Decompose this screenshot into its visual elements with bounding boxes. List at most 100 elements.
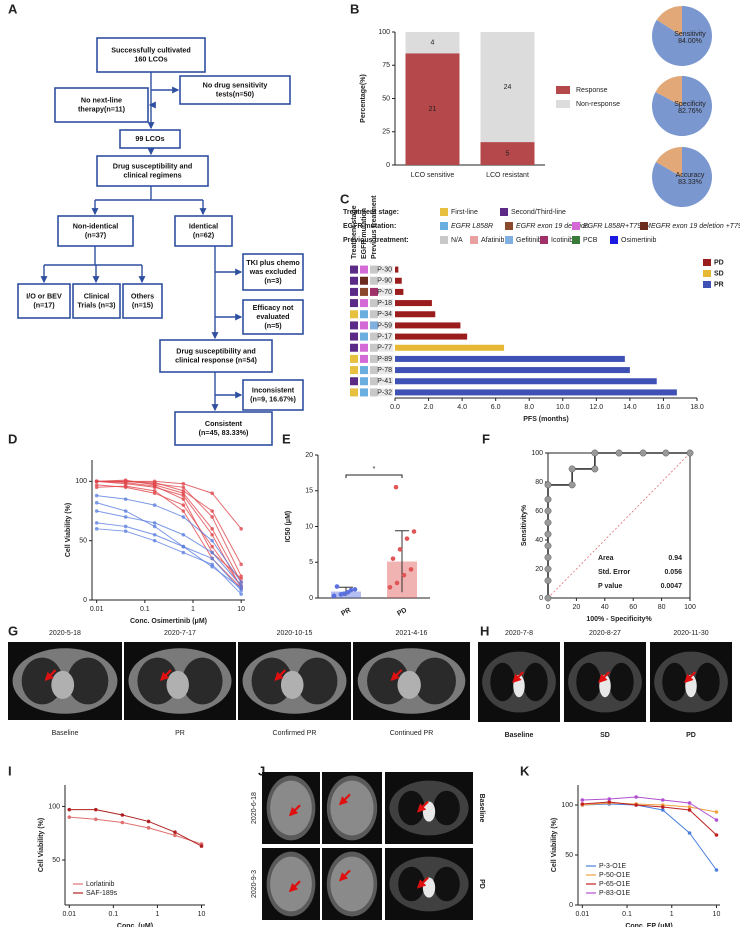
- data-point: [580, 798, 585, 802]
- x-tick-label: 2.0: [424, 404, 434, 411]
- annotation-cell: [370, 299, 378, 308]
- series-line: [69, 809, 202, 847]
- scan-lung: [251, 657, 293, 705]
- data-point: [173, 833, 177, 838]
- scan-lung: [413, 657, 456, 705]
- image-date: 2021-4-16: [396, 630, 428, 637]
- series-line: [96, 528, 242, 595]
- data-point: [181, 485, 186, 490]
- key-swatch: [572, 222, 580, 230]
- y-tick-label: 100: [531, 450, 543, 457]
- data-point: [181, 509, 186, 513]
- data-point: [544, 519, 552, 527]
- x-axis-label: 100% - Specificity%: [586, 616, 652, 623]
- scan-spine: [685, 674, 697, 698]
- bar: [395, 389, 677, 396]
- x-tick-label: 20: [573, 604, 581, 611]
- flow-node: [122, 283, 163, 319]
- key-swatch: [540, 236, 548, 244]
- bar: [395, 367, 630, 374]
- data-point: [544, 577, 552, 585]
- flow-node-text: was excluded: [249, 267, 297, 276]
- series-line: [69, 816, 202, 845]
- data-point: [544, 553, 552, 561]
- pie-label: Specificity: [674, 101, 706, 108]
- annotation-cell: [350, 343, 358, 352]
- y-tick-label: 50: [52, 857, 60, 864]
- annotation-cell: [350, 310, 358, 319]
- data-point: [239, 588, 243, 593]
- data-point: [210, 509, 214, 513]
- y-tick-label: 25: [382, 129, 390, 136]
- panel-label: E: [282, 431, 291, 446]
- data-point: [544, 594, 552, 602]
- x-tick-label: 14.0: [623, 404, 637, 411]
- x-tick-label: 8.0: [524, 404, 534, 411]
- data-point: [181, 515, 186, 519]
- annotation-cell: [360, 354, 368, 363]
- key-title: Treatment stage:: [343, 209, 399, 216]
- image-row-label: PD: [478, 879, 485, 889]
- key-swatch: [500, 208, 508, 216]
- scan-heart: [166, 670, 189, 699]
- scan-arrow: [44, 669, 57, 682]
- data-point: [607, 800, 612, 804]
- data-point: [390, 556, 396, 561]
- flow-node-text: (n=9, 16.67%): [250, 394, 296, 403]
- annotation-cell: [370, 276, 378, 285]
- annotation-cell: [350, 332, 358, 341]
- flow-node: [179, 75, 291, 105]
- flow-node-text: No next-line: [81, 95, 122, 104]
- annotation-cell: [350, 366, 358, 375]
- data-point: [123, 479, 128, 484]
- annotation-cell: [350, 354, 358, 363]
- data-point: [123, 524, 128, 529]
- annotation-cell: [370, 332, 378, 341]
- data-point: [568, 481, 576, 489]
- flow-node: [242, 379, 304, 411]
- data-point: [615, 449, 623, 457]
- annotation-cell: [350, 388, 358, 397]
- data-point: [94, 807, 98, 812]
- x-tick-label: 0.0: [390, 404, 400, 411]
- scan-lung: [695, 662, 720, 702]
- key-swatch: [610, 236, 618, 244]
- key-swatch: [440, 208, 448, 216]
- data-point: [408, 567, 414, 572]
- data-point: [239, 580, 243, 585]
- flow-node-text: Identical: [189, 221, 218, 230]
- flow-node-text: Non-identical: [73, 221, 119, 230]
- data-point: [634, 803, 638, 807]
- annotation-cell: [370, 310, 378, 319]
- annotation-header: Previous treatment: [371, 195, 378, 259]
- data-point: [152, 503, 157, 507]
- annotation-cell: [360, 276, 368, 285]
- data-point: [94, 817, 98, 822]
- pie-label: Sensitivity: [674, 31, 706, 38]
- bar: [395, 311, 436, 318]
- row-label: P-17: [377, 333, 392, 340]
- data-point: [199, 844, 204, 848]
- row-label-bg: [379, 332, 393, 341]
- data-point: [394, 580, 400, 586]
- x-tick-label: 0.01: [62, 911, 76, 918]
- series-line: [96, 502, 242, 589]
- panel-label: C: [340, 191, 350, 206]
- image-caption: PD: [686, 732, 696, 739]
- bar-count-label: 21: [429, 106, 437, 113]
- key-title: EGFR mutation:: [343, 223, 396, 230]
- data-point: [352, 587, 358, 592]
- y-axis-label: Percentage(%): [360, 74, 367, 123]
- data-point: [94, 485, 99, 490]
- row-label: P-59: [377, 322, 392, 329]
- bar: [395, 288, 404, 295]
- data-point: [591, 465, 599, 473]
- y-tick-label: 100: [561, 802, 573, 809]
- legend-label: Response: [576, 87, 608, 94]
- scan-lung: [296, 657, 338, 705]
- flow-node: [174, 215, 233, 247]
- annotation-cell: [360, 343, 368, 352]
- y-tick-label: 0: [309, 595, 313, 602]
- scan-lung: [67, 657, 109, 705]
- flow-node-text: (n=3): [264, 276, 282, 285]
